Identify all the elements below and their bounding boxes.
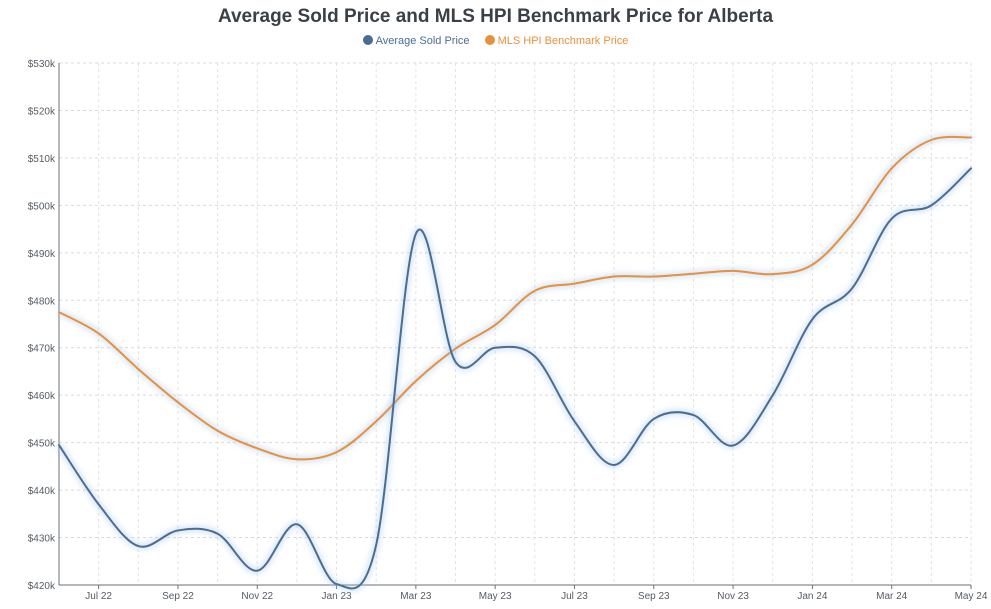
data-point-average-sold-price[interactable] xyxy=(532,353,538,359)
data-point-mls-hpi-benchmark-price[interactable] xyxy=(492,322,498,328)
legend-item-average-sold-price[interactable]: Average Sold Price xyxy=(362,35,470,47)
x-tick-label: Jul 22 xyxy=(85,591,112,602)
y-tick-label: $530k xyxy=(28,59,56,70)
y-tick-label: $420k xyxy=(28,581,56,592)
data-point-mls-hpi-benchmark-price[interactable] xyxy=(571,281,577,287)
data-point-average-sold-price[interactable] xyxy=(690,412,696,418)
data-point-mls-hpi-benchmark-price[interactable] xyxy=(730,268,736,274)
data-point-average-sold-price[interactable] xyxy=(175,527,181,533)
data-point-mls-hpi-benchmark-price[interactable] xyxy=(611,274,617,280)
data-point-mls-hpi-benchmark-price[interactable] xyxy=(770,271,776,277)
data-point-average-sold-price[interactable] xyxy=(294,521,300,527)
data-point-average-sold-price[interactable] xyxy=(413,231,419,237)
data-point-average-sold-price[interactable] xyxy=(334,581,340,587)
y-tick-label: $450k xyxy=(28,439,56,450)
data-point-average-sold-price[interactable] xyxy=(849,285,855,291)
data-point-average-sold-price[interactable] xyxy=(611,462,617,468)
y-tick-label: $490k xyxy=(28,249,56,260)
data-point-average-sold-price[interactable] xyxy=(96,501,102,507)
x-tick-label: Nov 22 xyxy=(241,591,273,602)
data-point-mls-hpi-benchmark-price[interactable] xyxy=(849,221,855,227)
grid xyxy=(58,62,972,585)
data-point-average-sold-price[interactable] xyxy=(215,531,221,537)
series-line-average-sold-price[interactable] xyxy=(58,167,972,590)
y-tick-label: $440k xyxy=(28,486,56,497)
data-point-mls-hpi-benchmark-price[interactable] xyxy=(135,366,141,372)
data-point-mls-hpi-benchmark-price[interactable] xyxy=(413,378,419,384)
data-point-average-sold-price[interactable] xyxy=(492,345,498,351)
y-tick-label: $430k xyxy=(28,534,56,545)
x-tick-label: Jan 24 xyxy=(797,591,827,602)
data-point-average-sold-price[interactable] xyxy=(453,359,459,365)
legend-label: Average Sold Price xyxy=(375,35,470,47)
data-point-mls-hpi-benchmark-price[interactable] xyxy=(254,445,260,451)
y-tick-label: $470k xyxy=(28,344,56,355)
data-point-mls-hpi-benchmark-price[interactable] xyxy=(532,288,538,294)
data-point-mls-hpi-benchmark-price[interactable] xyxy=(294,456,300,462)
data-point-mls-hpi-benchmark-price[interactable] xyxy=(215,428,221,434)
y-tick-label: $500k xyxy=(28,201,56,212)
x-tick-label: Mar 24 xyxy=(876,591,908,602)
y-tick-label: $520k xyxy=(28,106,56,117)
data-point-average-sold-price[interactable] xyxy=(571,418,577,424)
data-point-average-sold-price[interactable] xyxy=(135,543,141,549)
legend-item-mls-hpi-benchmark-price[interactable]: MLS HPI Benchmark Price xyxy=(484,35,629,47)
legend-marker-icon xyxy=(362,35,373,45)
data-point-average-sold-price[interactable] xyxy=(968,165,974,171)
x-tick-label: Nov 23 xyxy=(717,591,749,602)
data-point-average-sold-price[interactable] xyxy=(809,316,815,322)
legend: Average Sold Price MLS HPI Benchmark Pri… xyxy=(0,35,991,47)
data-point-average-sold-price[interactable] xyxy=(56,442,62,448)
data-point-average-sold-price[interactable] xyxy=(373,542,379,548)
series-glow-average-sold-price xyxy=(56,166,974,592)
data-point-average-sold-price[interactable] xyxy=(928,202,934,208)
data-point-average-sold-price[interactable] xyxy=(730,442,736,448)
data-point-mls-hpi-benchmark-price[interactable] xyxy=(56,309,62,315)
x-tick-label: Sep 23 xyxy=(638,591,670,602)
y-tick-label: $480k xyxy=(28,296,56,307)
data-point-mls-hpi-benchmark-price[interactable] xyxy=(690,271,696,277)
x-tick-label: Sep 22 xyxy=(162,591,194,602)
series-glow-mls-hpi-benchmark-price xyxy=(57,133,972,463)
data-point-average-sold-price[interactable] xyxy=(254,568,260,574)
data-point-mls-hpi-benchmark-price[interactable] xyxy=(651,274,657,280)
y-tick-label: $510k xyxy=(28,154,56,165)
data-point-mls-hpi-benchmark-price[interactable] xyxy=(373,418,379,424)
x-tick-label: May 24 xyxy=(955,591,988,602)
x-tick-label: May 23 xyxy=(479,591,512,602)
data-point-mls-hpi-benchmark-price[interactable] xyxy=(96,330,102,336)
data-point-mls-hpi-benchmark-price[interactable] xyxy=(175,399,181,405)
data-point-mls-hpi-benchmark-price[interactable] xyxy=(334,449,340,455)
data-point-mls-hpi-benchmark-price[interactable] xyxy=(968,135,974,141)
series-lines xyxy=(56,133,974,592)
axes: $420k $430k $440k $450k $460k $470k $480k $490k… xyxy=(28,59,988,602)
legend-label: MLS HPI Benchmark Price xyxy=(497,35,629,47)
x-tick-label: Jan 23 xyxy=(322,591,352,602)
data-point-average-sold-price[interactable] xyxy=(770,392,776,398)
data-point-average-sold-price[interactable] xyxy=(889,216,895,222)
chart-title: Average Sold Price and MLS HPI Benchmark… xyxy=(217,6,774,27)
x-tick-label: Mar 23 xyxy=(400,591,432,602)
series-line-mls-hpi-benchmark-price[interactable] xyxy=(58,135,972,461)
x-tick-label: Jul 23 xyxy=(561,591,588,602)
data-point-mls-hpi-benchmark-price[interactable] xyxy=(809,262,815,268)
legend-marker-icon xyxy=(484,35,495,45)
data-point-mls-hpi-benchmark-price[interactable] xyxy=(889,165,895,171)
data-point-average-sold-price[interactable] xyxy=(651,416,657,422)
data-point-mls-hpi-benchmark-price[interactable] xyxy=(928,137,934,143)
y-tick-label: $460k xyxy=(28,391,56,402)
